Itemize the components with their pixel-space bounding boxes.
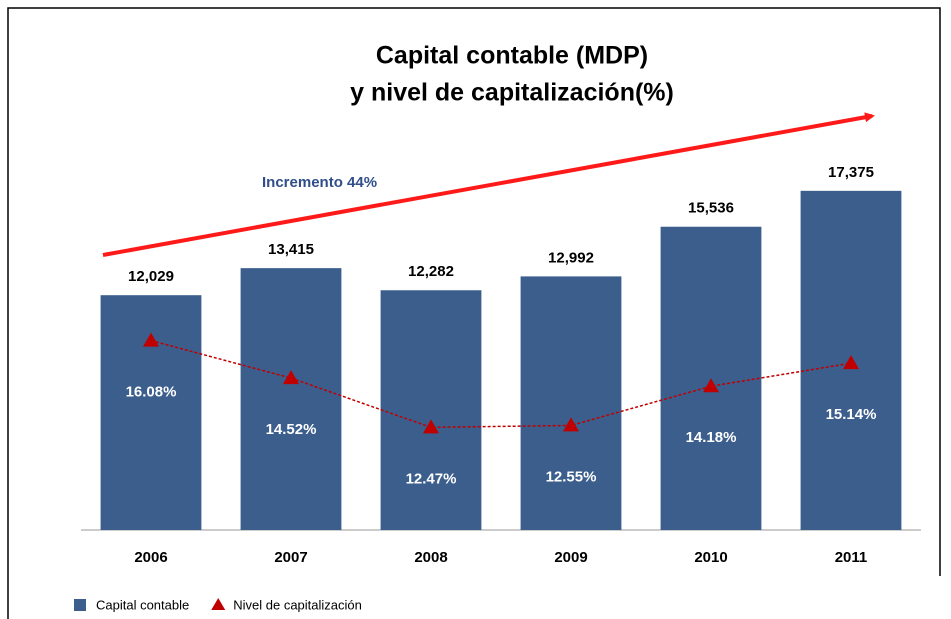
bar-value-label: 12,992 xyxy=(548,249,594,266)
bar-value-label: 13,415 xyxy=(268,241,314,258)
bar-value-label: 17,375 xyxy=(828,164,874,181)
line-marker xyxy=(143,332,159,347)
trend-arrow xyxy=(102,112,875,257)
x-tick-label: 2009 xyxy=(554,549,587,566)
bar xyxy=(380,290,482,530)
line-value-label: 14.18% xyxy=(686,429,737,446)
x-tick-label: 2011 xyxy=(835,549,868,566)
line-value-label: 12.47% xyxy=(406,470,457,487)
bar xyxy=(240,268,342,530)
x-tick-label: 2007 xyxy=(274,549,307,566)
bar xyxy=(520,276,622,530)
line-marker xyxy=(423,419,439,434)
line-value-label: 15.14% xyxy=(826,406,877,423)
line-marker xyxy=(283,370,299,385)
legend-label: Nivel de capitalización xyxy=(233,597,362,612)
x-tick-label: 2006 xyxy=(134,549,167,566)
bar-value-label: 15,536 xyxy=(688,200,734,217)
annotation: Incremento 44% xyxy=(262,174,377,191)
bar-value-label: 12,029 xyxy=(128,268,174,285)
line-marker xyxy=(703,378,719,393)
x-tick-label: 2008 xyxy=(414,549,447,566)
line-marker xyxy=(563,417,579,432)
legend-swatch xyxy=(74,599,86,611)
line-value-label: 14.52% xyxy=(266,421,317,438)
bar xyxy=(100,295,202,530)
chart-title: Capital contable (MDP) xyxy=(376,42,648,70)
line xyxy=(150,339,852,429)
legend-label: Capital contable xyxy=(96,597,189,612)
x-tick-label: 2010 xyxy=(694,549,727,566)
legend-swatch xyxy=(211,598,226,610)
bar-value-label: 12,282 xyxy=(408,263,454,280)
line-marker xyxy=(843,355,859,370)
line-value-label: 12.55% xyxy=(546,468,597,485)
chart-subtitle: y nivel de capitalización(%) xyxy=(350,79,674,107)
frame xyxy=(7,7,941,619)
line-value-label: 16.08% xyxy=(126,384,177,401)
